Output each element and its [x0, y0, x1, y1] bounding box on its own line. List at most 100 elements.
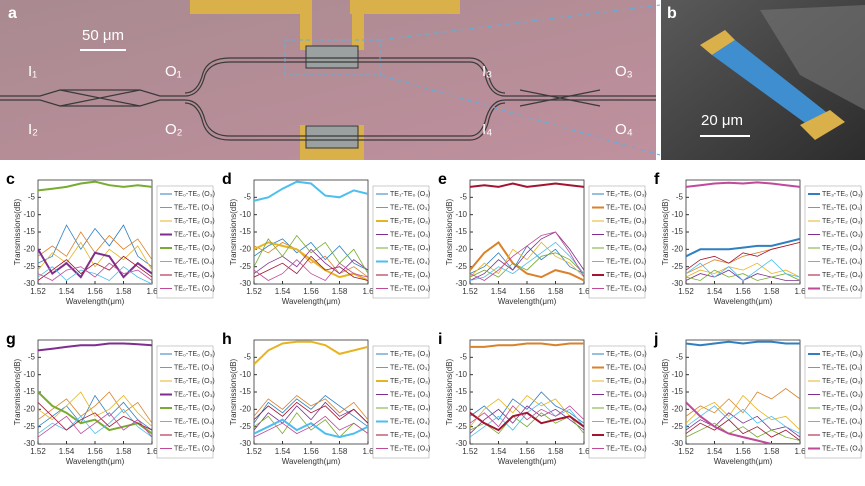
legend-label: TE₁-TE₃ (O₃) [390, 231, 430, 238]
pad [700, 30, 735, 55]
legend-label: TE₂-TE₀ (O₃) [606, 191, 647, 198]
series-line [254, 415, 368, 438]
scale-label: 50 μm [82, 27, 124, 44]
series-line [38, 402, 152, 431]
panel-b: b 20 μm [661, 0, 865, 160]
y-tick-label: -5 [460, 352, 468, 361]
y-axis-label: Transmissions(dB) [661, 358, 670, 425]
x-tick-label: 1.6 [578, 447, 590, 456]
y-tick-label: -15 [455, 387, 467, 396]
legend-label: TE₀-TE₂ (O₃) [174, 378, 215, 385]
series-line [254, 241, 368, 282]
y-tick-label: -25 [23, 262, 35, 271]
legend-label: TE₃-TE₀ (O₄) [822, 405, 863, 412]
x-axis-label: Wavelength(μm) [66, 297, 125, 306]
series-line [686, 242, 800, 271]
series-line [38, 248, 152, 279]
legend-label: TE₀-TE₃ (O₃) [174, 231, 215, 238]
legend-label: TE₂-TE₁ (O₃) [606, 364, 646, 371]
series-line [254, 394, 368, 420]
y-tick-label: -30 [23, 279, 35, 288]
y-tick-label: -5 [28, 192, 36, 201]
legend-box [156, 185, 214, 299]
panel-label: e [438, 171, 447, 188]
legend-label: TE₃-TE₁ (O₃) [822, 204, 862, 211]
series-line [470, 411, 584, 432]
legend-label: TE₂-TE₀ (O₄) [606, 405, 647, 412]
series-line [254, 248, 368, 275]
series-line [686, 269, 800, 281]
legend-label: TE₀-TE₃ (O₄) [174, 445, 215, 452]
substrate [760, 5, 865, 110]
series-line [686, 237, 800, 258]
series-line [38, 391, 152, 424]
legend-label: TE₁-TE₂ (O₄) [390, 432, 430, 439]
legend-box [588, 345, 646, 459]
legend-label: TE₁-TE₁ (O₃) [390, 364, 430, 371]
legend-label: TE₃-TE₂ (O₃) [822, 218, 863, 225]
x-axis-label: Wavelength(μm) [282, 297, 341, 306]
x-tick-label: 1.6 [362, 287, 374, 296]
legend-label: TE₁-TE₃ (O₃) [390, 391, 430, 398]
y-tick-label: -20 [239, 244, 251, 253]
series-line [38, 394, 152, 431]
series-line [254, 259, 368, 281]
x-axis-label: Wavelength(μm) [714, 297, 773, 306]
x-tick-label: 1.56 [87, 287, 103, 296]
plot-area [253, 179, 369, 285]
y-tick-label: -15 [239, 387, 251, 396]
x-tick-label: 1.54 [59, 447, 75, 456]
series-line [38, 180, 152, 192]
series-line [254, 180, 368, 202]
x-tick-label: 1.56 [519, 287, 535, 296]
y-tick-label: -30 [239, 439, 251, 448]
x-axis-label: Wavelength(μm) [66, 457, 125, 466]
series-line [686, 259, 800, 282]
series-line [470, 182, 584, 188]
legend-label: TE₀-TE₃ (O₃) [174, 391, 215, 398]
y-tick-label: -5 [676, 192, 684, 201]
series-line [38, 342, 152, 352]
y-tick-label: -20 [455, 244, 467, 253]
x-axis-label: Wavelength(μm) [282, 457, 341, 466]
legend-label: TE₃-TE₂ (O₃) [822, 378, 863, 385]
y-tick-label: -25 [239, 422, 251, 431]
legend-label: TE₂-TE₂ (O₃) [606, 218, 647, 225]
legend-label: TE₃-TE₁ (O₄) [822, 418, 862, 425]
x-tick-label: 1.56 [87, 447, 103, 456]
legend-box [156, 345, 214, 459]
legend-label: TE₃-TE₀ (O₃) [822, 351, 863, 358]
legend-label: TE₁-TE₁ (O₄) [390, 418, 430, 425]
legend-label: TE₂-TE₃ (O₃) [606, 231, 647, 238]
legend-label: TE₂-TE₃ (O₄) [606, 445, 647, 452]
legend-label: TE₀-TE₁ (O₃) [174, 204, 214, 211]
y-tick-label: -5 [244, 192, 252, 201]
legend-label: TE₂-TE₂ (O₄) [606, 272, 647, 279]
series-line [254, 234, 368, 274]
y-tick-label: -20 [671, 244, 683, 253]
series-line [254, 412, 368, 438]
series-line [686, 388, 800, 417]
series-line [686, 340, 800, 347]
x-tick-label: 1.52 [462, 447, 478, 456]
x-tick-label: 1.52 [678, 447, 694, 456]
series-line [38, 391, 152, 427]
heater [712, 40, 830, 128]
plot-area [469, 339, 585, 445]
legend-box [588, 185, 646, 299]
zoom-box [284, 39, 381, 76]
legend-label: TE₁-TE₁ (O₃) [390, 204, 430, 211]
legend-label: TE₁-TE₀ (O₄) [390, 245, 430, 252]
x-tick-label: 1.58 [332, 287, 348, 296]
panel-label: f [654, 171, 660, 188]
panel-label: d [222, 171, 232, 188]
y-axis-label: Transmissions(dB) [13, 358, 22, 425]
plot-area [37, 339, 153, 445]
x-tick-label: 1.56 [519, 447, 535, 456]
legend-label: TE₃-TE₃ (O₄) [822, 285, 863, 292]
y-axis-label: Transmissions(dB) [13, 198, 22, 265]
legend-label: TE₂-TE₂ (O₄) [606, 432, 647, 439]
port-label: O₄ [615, 121, 633, 138]
y-axis-label: Transmissions(dB) [661, 198, 670, 265]
